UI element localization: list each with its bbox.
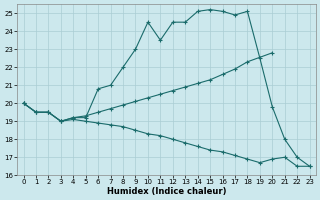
X-axis label: Humidex (Indice chaleur): Humidex (Indice chaleur) [107,187,226,196]
